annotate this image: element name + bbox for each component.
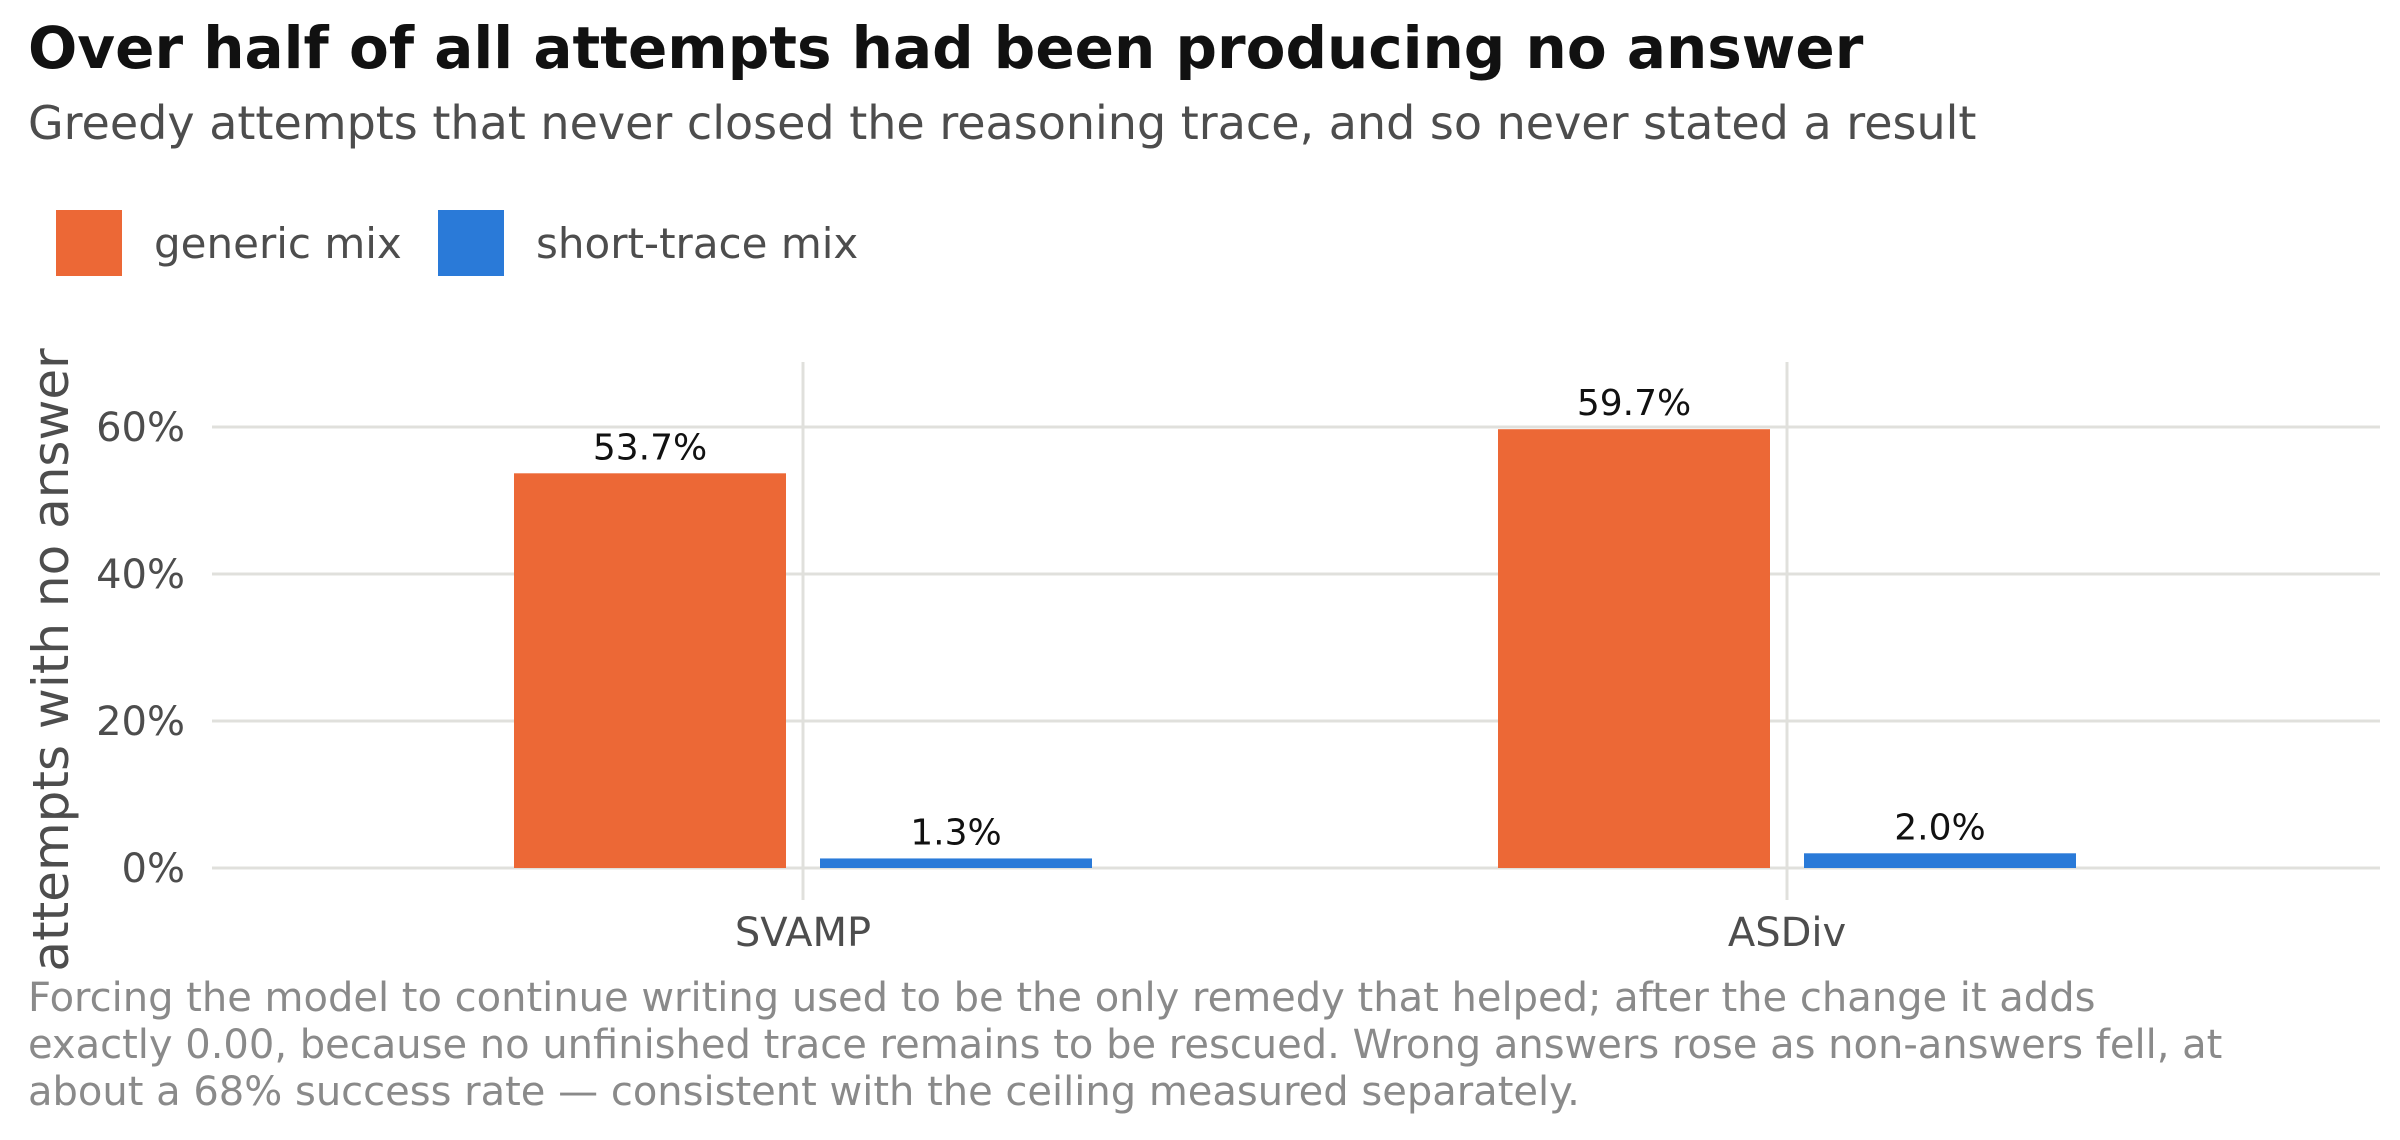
bar (514, 473, 786, 868)
y-axis-ticks: 0% 20% 40% 60% (96, 405, 185, 892)
chart-subtitle: Greedy attempts that never closed the re… (28, 96, 1977, 150)
x-tick-label: ASDiv (1728, 910, 1846, 956)
y-axis-label: attempts with no answer (22, 348, 80, 972)
legend-label: short-trace mix (536, 219, 858, 268)
x-tick-label: SVAMP (735, 910, 871, 956)
legend: generic mix short-trace mix (56, 210, 858, 276)
data-label: 2.0% (1894, 807, 1985, 848)
data-label: 53.7% (593, 427, 707, 468)
data-label: 1.3% (910, 812, 1001, 853)
bars (514, 429, 2076, 868)
bar (1498, 429, 1770, 868)
bar (1804, 853, 2076, 868)
y-tick-label: 40% (96, 552, 185, 598)
y-tick-label: 20% (96, 699, 185, 745)
chart-caption: Forcing the model to continue writing us… (28, 975, 2223, 1115)
chart-title: Over half of all attempts had been produ… (28, 14, 1864, 82)
data-label: 59.7% (1577, 383, 1691, 424)
legend-swatch (56, 210, 122, 276)
y-tick-label: 0% (122, 846, 185, 892)
x-axis-ticks: SVAMP ASDiv (735, 910, 1846, 956)
bar (820, 858, 1092, 868)
legend-label: generic mix (154, 219, 402, 268)
legend-swatch (438, 210, 504, 276)
y-tick-label: 60% (96, 405, 185, 451)
data-labels: 53.7% 59.7% 1.3% 2.0% (593, 383, 1986, 853)
